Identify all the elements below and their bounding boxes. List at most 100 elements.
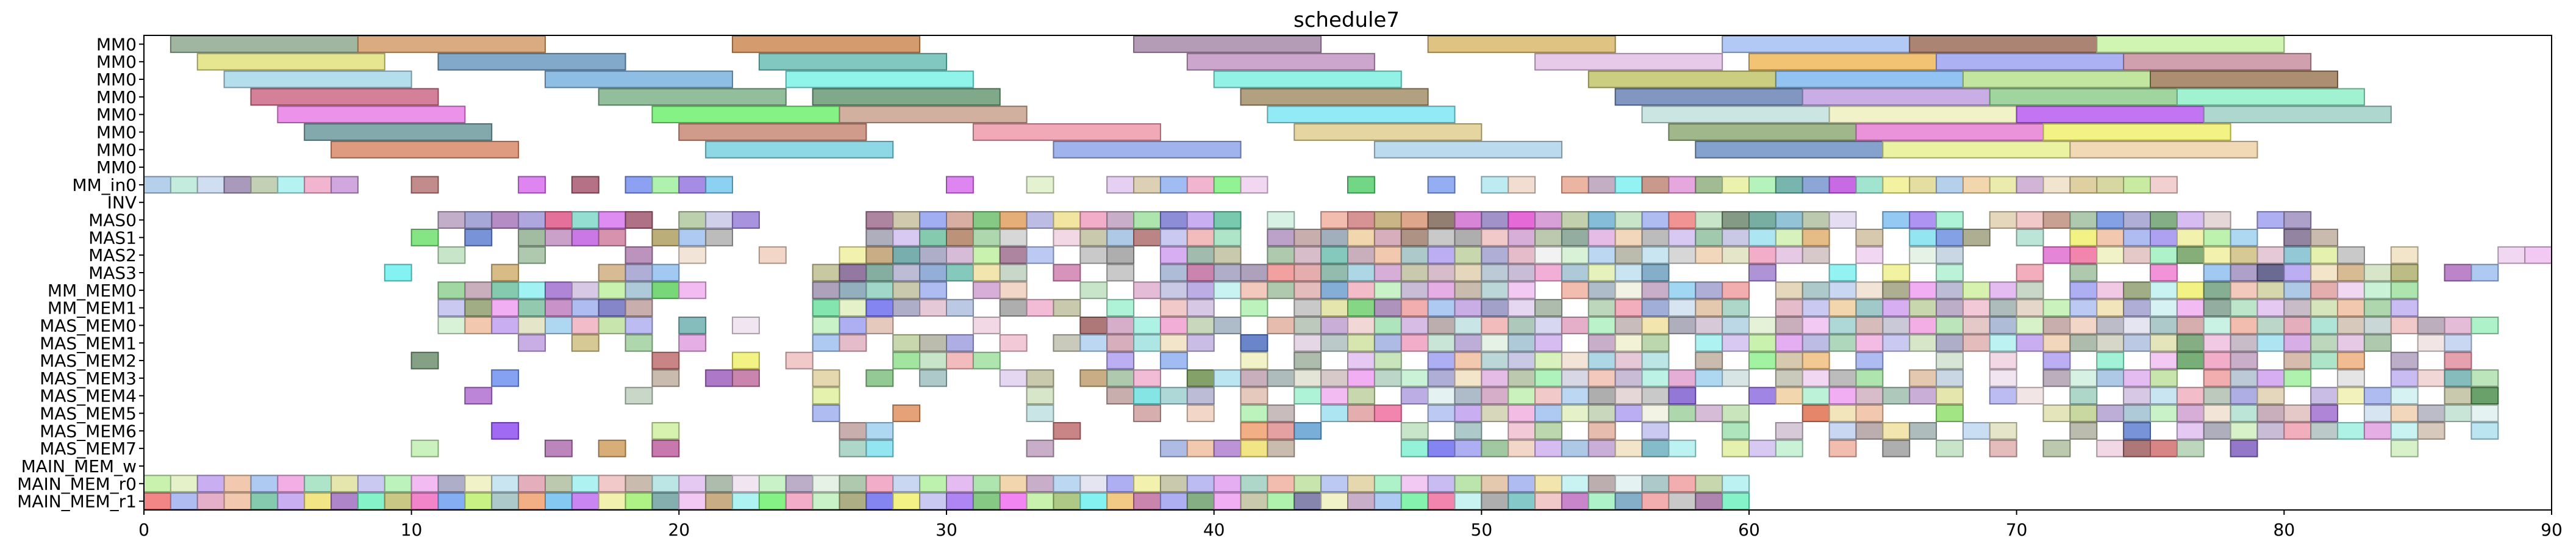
task-bar — [2069, 369, 2098, 387]
task-bar — [1053, 422, 1081, 440]
task-bar — [1079, 317, 1108, 334]
task-bar — [1454, 317, 1483, 334]
task-bar — [1481, 246, 1509, 264]
task-bar — [1106, 351, 1135, 370]
task-bar — [1668, 228, 1697, 246]
task-bar — [1882, 264, 1911, 282]
task-bar — [919, 492, 947, 510]
task-bar — [1213, 70, 1402, 88]
task-bar — [2283, 264, 2312, 282]
task-bar — [1026, 369, 1054, 387]
task-bar — [2203, 246, 2231, 264]
task-bar — [865, 211, 894, 229]
task-bar — [2096, 299, 2125, 317]
task-bar — [437, 492, 466, 510]
task-bar — [999, 228, 1028, 246]
task-bar — [170, 176, 198, 194]
task-bar — [1668, 439, 1697, 458]
task-bar — [1801, 228, 1830, 246]
task-bar — [1481, 492, 1509, 510]
task-bar — [1801, 299, 1830, 317]
task-bar — [972, 317, 1001, 334]
task-bar — [2363, 264, 2392, 282]
task-bar — [1400, 317, 1429, 334]
x-tick-label: 40 — [1203, 520, 1225, 540]
task-bar — [1641, 334, 1670, 352]
task-bar — [1508, 176, 1536, 194]
task-bar — [1989, 299, 2017, 317]
task-bar — [2283, 228, 2312, 246]
task-bar — [2150, 299, 2178, 317]
task-bar — [518, 176, 546, 194]
task-bar — [1534, 492, 1562, 510]
task-bar — [2203, 317, 2231, 334]
task-bar — [1106, 387, 1135, 405]
task-bar — [732, 492, 760, 510]
task-bar — [2203, 281, 2231, 300]
task-bar — [2123, 228, 2151, 246]
task-bar — [1481, 404, 1509, 422]
task-bar — [2390, 387, 2419, 405]
task-bar — [812, 88, 1001, 106]
task-bar — [1668, 492, 1697, 510]
task-bar — [1909, 211, 1937, 229]
task-bar — [1614, 387, 1643, 405]
row-label: INV — [107, 193, 137, 213]
task-bar — [2230, 422, 2258, 440]
task-bar — [491, 369, 520, 387]
task-bar — [1668, 246, 1697, 264]
task-bar — [651, 228, 680, 246]
task-bar — [1133, 369, 1161, 387]
plot-frame — [143, 35, 2552, 511]
task-bar — [1373, 228, 1402, 246]
task-bar — [1668, 299, 1697, 317]
task-bar — [2016, 264, 2044, 282]
task-bar — [624, 176, 653, 194]
task-bar — [2283, 211, 2312, 229]
task-bar — [464, 228, 493, 246]
task-bar — [1186, 228, 1215, 246]
task-bar — [491, 211, 520, 229]
task-bar — [1614, 369, 1643, 387]
task-bar — [2176, 211, 2205, 229]
task-bar — [1267, 404, 1295, 422]
task-bar — [1722, 369, 1750, 387]
task-bar — [1587, 422, 1616, 440]
task-bar — [839, 281, 867, 300]
task-bar — [1320, 228, 1348, 246]
task-bar — [1748, 211, 1776, 229]
task-bar — [1587, 351, 1616, 370]
task-bar — [1748, 439, 1776, 458]
task-bar — [1026, 211, 1054, 229]
task-bar — [1936, 334, 1964, 352]
task-bar — [2042, 246, 2071, 264]
task-bar — [1481, 317, 1509, 334]
task-bar — [571, 281, 599, 300]
task-bar — [972, 492, 1001, 510]
task-bar — [785, 70, 974, 88]
task-bar — [1133, 317, 1161, 334]
task-bar — [1561, 369, 1589, 387]
task-bar — [1561, 404, 1589, 422]
task-bar — [946, 299, 974, 317]
task-bar — [705, 228, 734, 246]
task-bar — [1695, 299, 1723, 317]
task-bar — [2417, 334, 2445, 352]
task-bar — [678, 176, 707, 194]
task-bar — [919, 351, 947, 370]
task-bar — [410, 176, 439, 194]
task-bar — [1936, 299, 1964, 317]
task-bar — [1213, 281, 1242, 300]
task-bar — [1508, 492, 1536, 510]
task-bar — [143, 492, 171, 510]
task-bar — [410, 351, 439, 370]
task-bar — [545, 492, 573, 510]
task-bar — [624, 246, 653, 264]
task-bar — [1668, 475, 1697, 493]
task-bar — [2176, 422, 2205, 440]
task-bar — [2203, 228, 2231, 246]
task-bar — [1373, 211, 1402, 229]
task-bar — [839, 492, 867, 510]
task-bar — [1293, 351, 1322, 370]
task-bar — [1909, 176, 1937, 194]
